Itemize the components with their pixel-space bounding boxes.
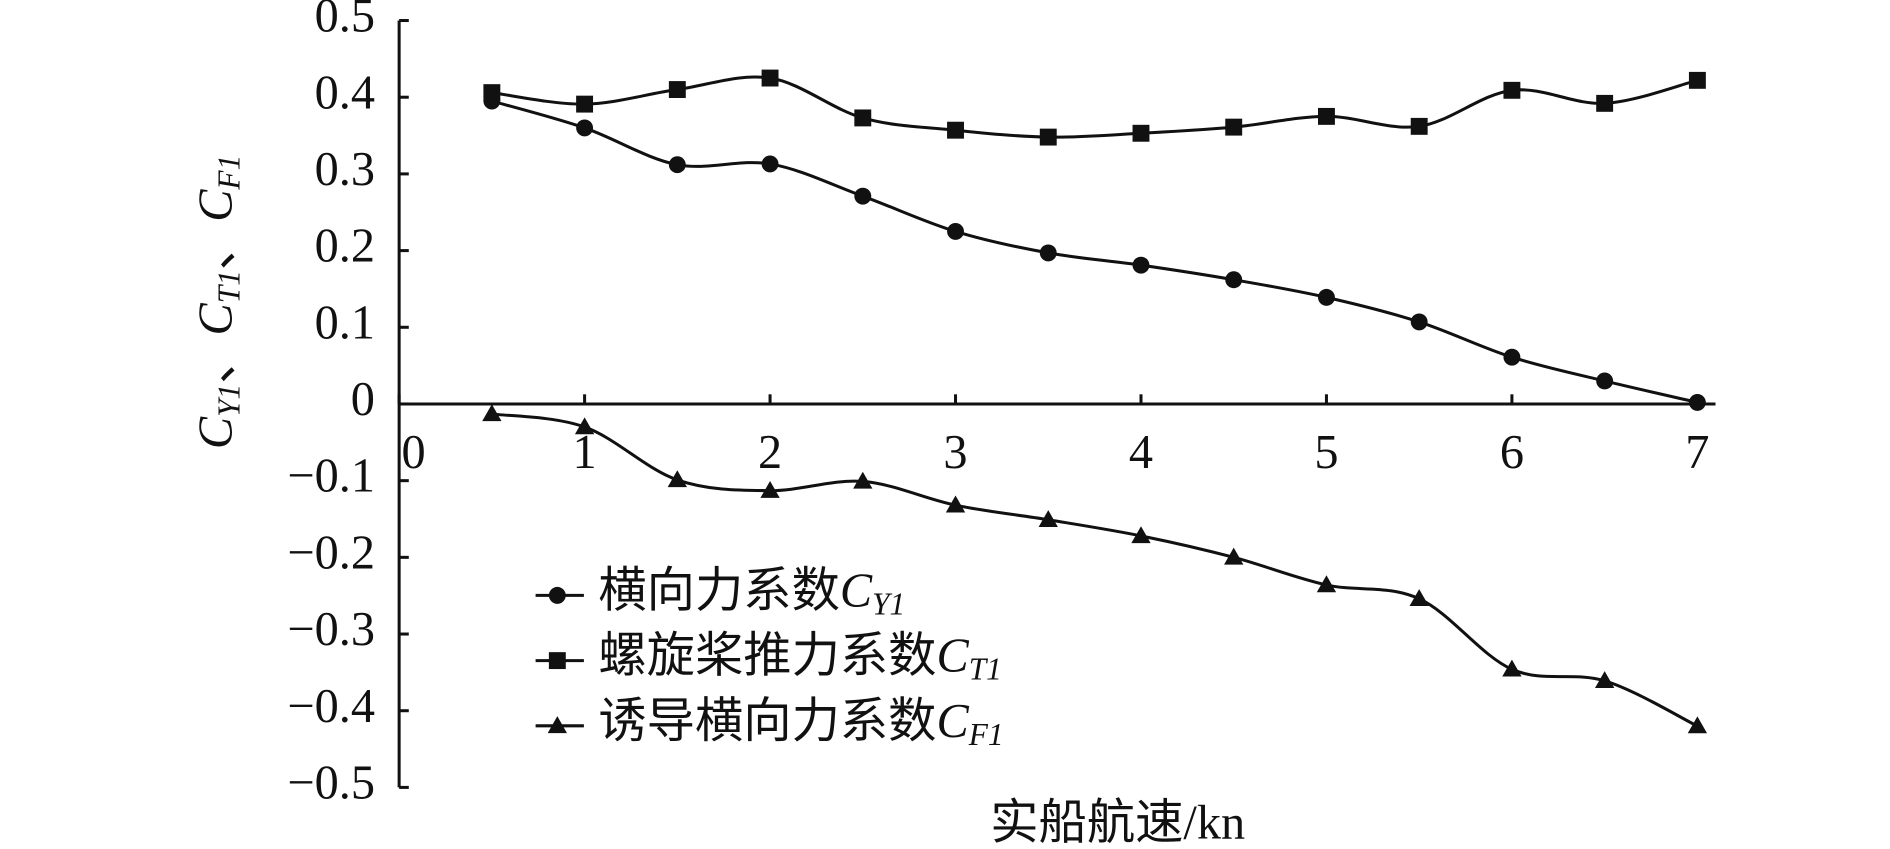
y-tick-label: 0.3 bbox=[315, 143, 375, 196]
marker bbox=[1038, 510, 1058, 528]
y-tick-label: 0 bbox=[351, 373, 375, 426]
marker bbox=[1132, 256, 1150, 274]
marker bbox=[854, 187, 872, 205]
y-tick-label: −0.2 bbox=[287, 526, 375, 579]
legend-label: 横向力系数CY1 bbox=[598, 564, 905, 621]
marker bbox=[1503, 348, 1521, 366]
y-tick-label: 0.4 bbox=[315, 66, 375, 119]
y-axis-label: CY1、CT1、CF1 bbox=[189, 155, 246, 449]
marker bbox=[945, 495, 966, 513]
marker bbox=[668, 81, 686, 99]
marker bbox=[1409, 589, 1429, 607]
x-tick-label: 7 bbox=[1685, 426, 1709, 479]
marker bbox=[548, 652, 566, 670]
marker bbox=[482, 404, 502, 422]
x-tick-label: 1 bbox=[573, 426, 597, 479]
marker bbox=[761, 69, 779, 87]
marker bbox=[1596, 94, 1614, 112]
y-tick-label: −0.1 bbox=[287, 450, 375, 503]
y-tick-label: 0.1 bbox=[315, 296, 375, 349]
marker bbox=[1502, 659, 1522, 677]
marker bbox=[1687, 716, 1708, 734]
y-tick-label: −0.5 bbox=[287, 756, 375, 809]
legend-label: 螺旋桨推力系数CT1 bbox=[598, 630, 1001, 687]
x-tick-label: 6 bbox=[1500, 426, 1524, 479]
y-tick-label: −0.3 bbox=[287, 603, 375, 656]
marker bbox=[854, 109, 872, 127]
marker bbox=[1225, 118, 1243, 136]
marker bbox=[1316, 575, 1337, 593]
marker bbox=[547, 716, 567, 734]
marker bbox=[947, 222, 964, 240]
marker bbox=[1503, 81, 1521, 99]
marker bbox=[1318, 288, 1335, 306]
marker bbox=[1596, 372, 1614, 390]
x-tick-label: 4 bbox=[1129, 426, 1153, 479]
marker bbox=[1318, 107, 1335, 125]
marker bbox=[574, 417, 595, 435]
series-line bbox=[491, 75, 1698, 139]
marker bbox=[1410, 313, 1428, 331]
marker bbox=[947, 121, 964, 139]
x-tick-label: 2 bbox=[758, 426, 782, 479]
marker bbox=[576, 119, 594, 137]
x-tick-label: 3 bbox=[943, 426, 967, 479]
marker bbox=[576, 95, 594, 113]
marker bbox=[760, 480, 780, 498]
marker bbox=[1224, 547, 1244, 565]
y-tick-label: 0.5 bbox=[315, 0, 375, 43]
x-tick-label: 0 bbox=[402, 426, 426, 479]
x-tick-label: 5 bbox=[1314, 426, 1338, 479]
marker bbox=[1410, 117, 1428, 135]
marker bbox=[667, 470, 687, 488]
marker bbox=[1688, 71, 1706, 89]
marker bbox=[1688, 393, 1706, 411]
marker bbox=[1225, 271, 1243, 289]
marker bbox=[668, 156, 686, 174]
y-tick-label: −0.4 bbox=[287, 680, 375, 733]
marker bbox=[1039, 244, 1057, 262]
marker bbox=[483, 84, 501, 102]
x-axis-label: 实船航速/kn bbox=[990, 796, 1245, 849]
marker bbox=[761, 155, 779, 173]
marker bbox=[1039, 128, 1057, 146]
legend-label: 诱导横向力系数CF1 bbox=[598, 695, 1003, 752]
marker bbox=[853, 471, 873, 489]
y-tick-label: 0.2 bbox=[315, 220, 375, 273]
marker bbox=[1132, 124, 1150, 142]
marker bbox=[1131, 526, 1151, 544]
marker bbox=[1594, 671, 1615, 689]
marker bbox=[548, 586, 566, 604]
